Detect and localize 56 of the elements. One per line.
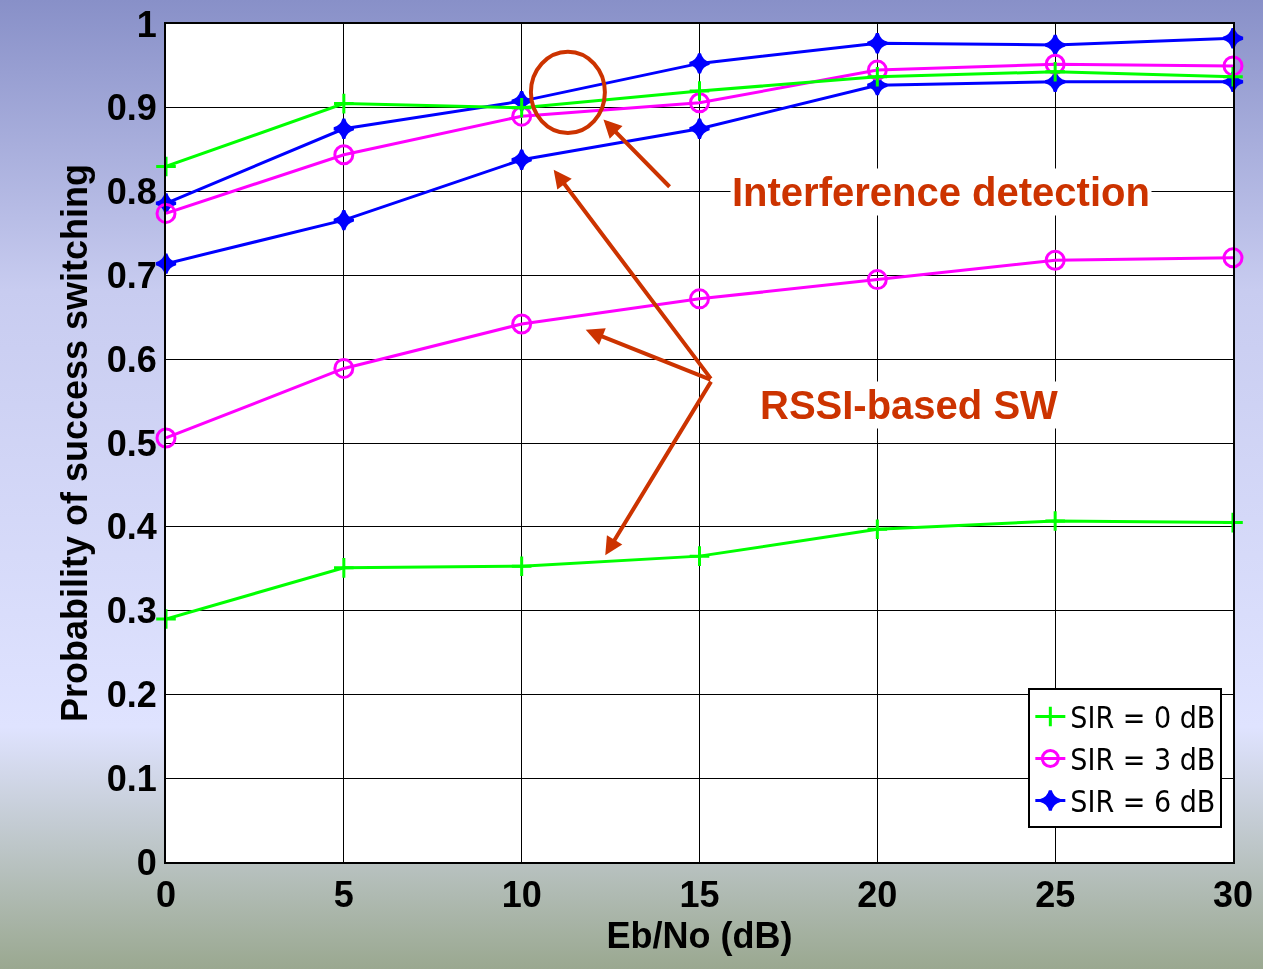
point (510, 554, 533, 578)
point (1043, 60, 1067, 84)
x-tick-label: 20 (857, 874, 898, 916)
point (688, 117, 711, 141)
y-tick-label: 0.2 (106, 674, 157, 715)
point (332, 92, 356, 115)
legend-label: SIR = 0 dB (1070, 700, 1216, 736)
y-tick-label: 0.3 (106, 590, 157, 632)
y-tick-label: 0.4 (106, 506, 157, 548)
y-tick-label: 0 (136, 841, 157, 883)
point (689, 92, 710, 114)
y-tick-label: 0.6 (106, 338, 157, 380)
point (154, 607, 178, 631)
point (333, 144, 355, 166)
x-tick-label: 25 (1035, 874, 1076, 916)
point (1221, 511, 1245, 534)
x-axis-title: Eb/No (dB) (606, 915, 793, 957)
point (510, 148, 533, 172)
point (155, 202, 177, 224)
point (332, 117, 356, 141)
legend-label: SIR = 3 dB (1070, 742, 1216, 778)
point (688, 52, 711, 75)
x-tick-label: 10 (501, 874, 542, 916)
x-tick-label: 30 (1212, 874, 1254, 916)
point (1221, 65, 1245, 89)
point (333, 357, 355, 379)
point (688, 79, 711, 103)
legend-label: SIR = 6 dB (1070, 784, 1216, 820)
y-axis-title: Probability of success switching (54, 163, 96, 723)
point (1043, 33, 1067, 57)
point (332, 556, 356, 580)
x-tick-label: 5 (333, 874, 354, 916)
point (511, 313, 533, 335)
point (510, 96, 533, 120)
point (1222, 55, 1244, 77)
point (1043, 509, 1067, 533)
point (154, 155, 178, 178)
y-tick-label: 0.9 (106, 87, 157, 129)
point (866, 269, 888, 291)
y-tick-label: 0.8 (106, 171, 157, 213)
point (688, 544, 711, 568)
y-tick-label: 0.5 (106, 422, 157, 464)
point (1222, 247, 1244, 269)
x-tick-label: 15 (679, 874, 720, 916)
y-tick-label: 0.1 (106, 757, 157, 799)
point (866, 65, 889, 89)
point (332, 208, 356, 232)
y-tick-label: 1 (136, 3, 157, 45)
annotation: Interference detection (732, 170, 1150, 214)
point (155, 427, 177, 449)
annotation: RSSI-based SW (760, 383, 1059, 427)
point (866, 31, 889, 55)
point (866, 518, 889, 541)
point (689, 288, 710, 310)
y-tick-label: 0.7 (106, 255, 157, 296)
point (1044, 249, 1066, 271)
